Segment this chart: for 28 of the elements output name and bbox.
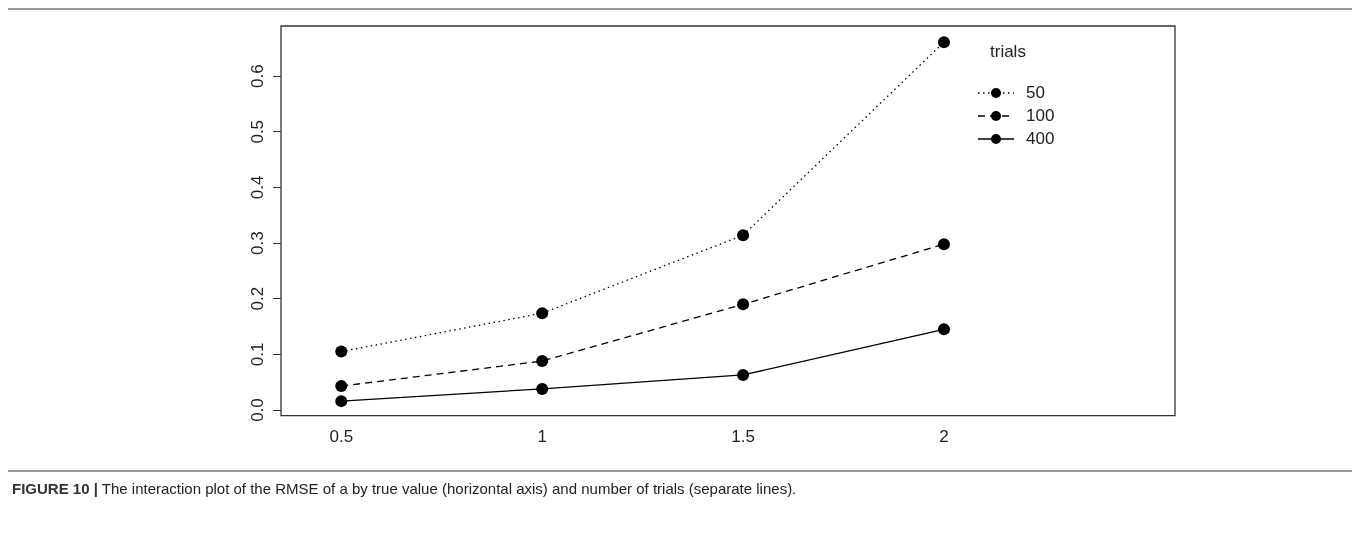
y-tick-label: 0.3 xyxy=(248,231,268,255)
point xyxy=(536,355,549,368)
y-tick-label: 0.1 xyxy=(248,342,268,367)
point xyxy=(737,229,750,242)
y-tick-label: 0.5 xyxy=(248,119,268,144)
point xyxy=(536,382,549,395)
x-tick-label: 1.5 xyxy=(731,427,755,447)
point xyxy=(737,368,750,381)
point xyxy=(737,298,750,311)
point xyxy=(937,238,950,251)
x-tick-label: 1 xyxy=(537,427,547,447)
legend-label: 100 xyxy=(1026,105,1055,125)
x-tick-label: 0.5 xyxy=(329,427,354,447)
y-tick-label: 0.4 xyxy=(248,175,268,200)
legend-title: trials xyxy=(990,41,1026,61)
y-tick-label: 0.6 xyxy=(248,64,268,88)
legend-label: 400 xyxy=(1026,128,1055,148)
x-tick-label: 2 xyxy=(939,427,949,447)
point xyxy=(937,36,950,49)
y-tick-label: 0.0 xyxy=(248,398,268,422)
point xyxy=(536,307,549,320)
caption: FIGURE 10 | The interaction plot of the RMSE of a by true value (horizontal axis) and number of trials (separate lines). xyxy=(12,480,797,497)
y-tick-label: 0.2 xyxy=(248,286,268,311)
point xyxy=(937,323,950,336)
point xyxy=(335,345,348,358)
legend-label: 50 xyxy=(1026,82,1045,102)
point xyxy=(335,395,348,408)
point xyxy=(335,380,348,393)
